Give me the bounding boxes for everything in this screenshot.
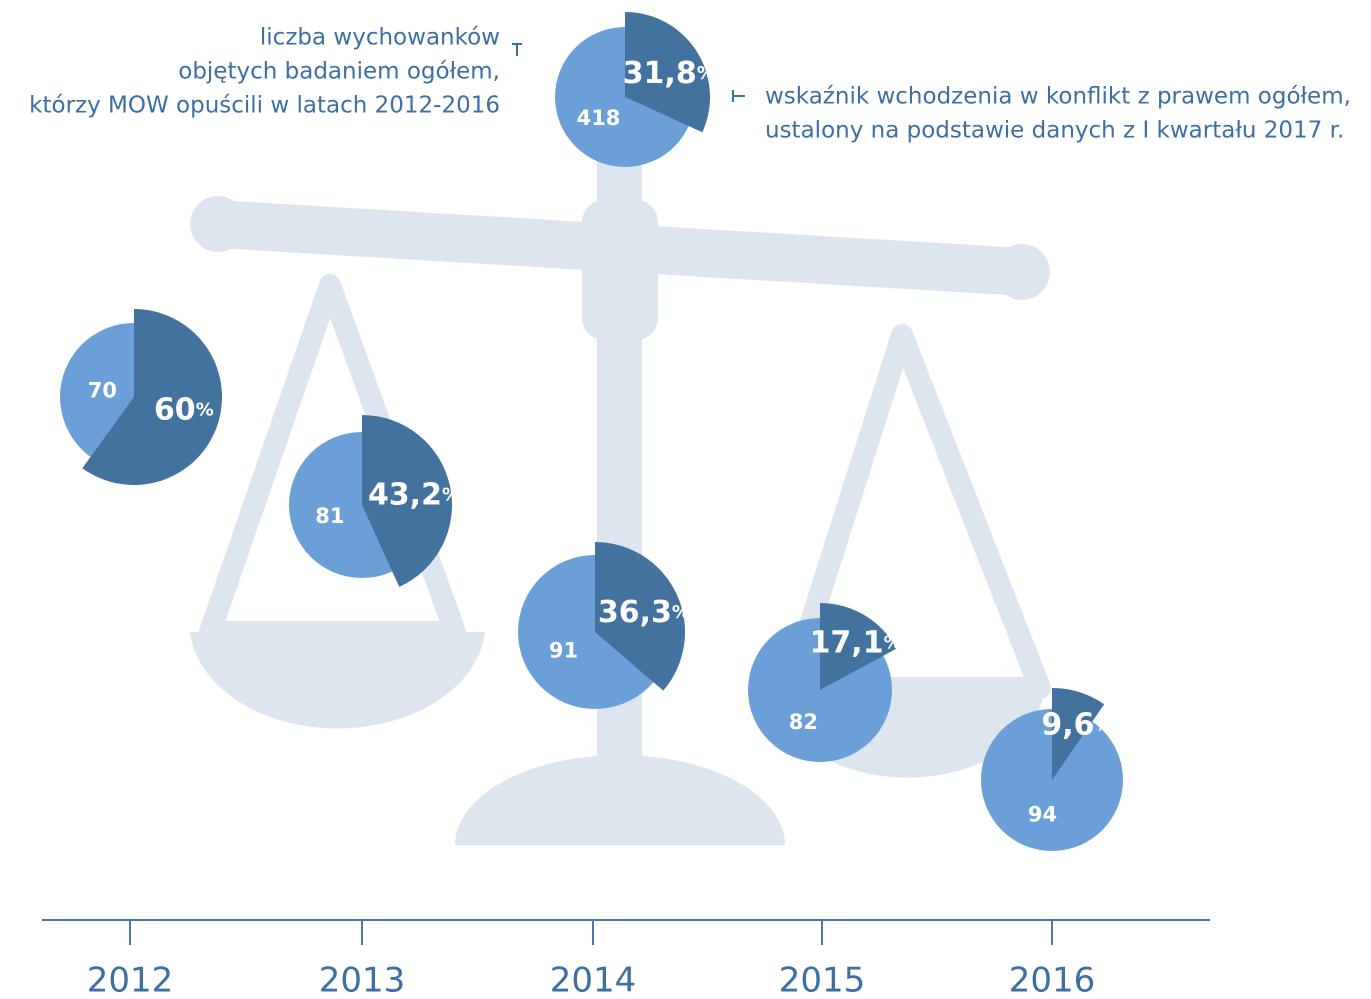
share-unit: %	[1094, 715, 1112, 736]
share-unit: %	[884, 633, 902, 654]
x-tick-label: 2016	[1009, 961, 1096, 999]
share-value: 31,8	[623, 56, 697, 91]
share-value: 9,6	[1041, 707, 1094, 742]
annotation: objętych badaniem ogółem,	[178, 59, 500, 85]
scale-icon	[190, 100, 1051, 845]
count-label: 91	[549, 638, 578, 662]
share-value: 60	[154, 392, 196, 427]
share-value: 17,1	[810, 625, 884, 660]
count-label: 82	[789, 710, 818, 734]
share-wedge	[362, 415, 453, 587]
x-tick-label: 2012	[87, 961, 174, 999]
count-label: 94	[1028, 803, 1057, 827]
annotation: liczba wychowanków	[260, 25, 500, 51]
share-wedge	[82, 309, 222, 485]
share-wedge	[625, 12, 710, 133]
share-wedge	[1052, 688, 1105, 780]
annotation: wskaźnik wchodzenia w konflikt z prawem …	[765, 84, 1351, 110]
share-unit: %	[697, 63, 715, 84]
beam-end	[190, 196, 246, 252]
share-label: 17,1%	[810, 625, 902, 660]
share-unit: %	[672, 602, 690, 623]
share-label: 31,8%	[623, 56, 715, 91]
left-pan	[190, 632, 485, 729]
share-unit: %	[196, 400, 214, 421]
share-label: 36,3%	[598, 595, 690, 630]
scale-base	[455, 755, 785, 845]
annotation: ustalony na podstawie danych z I kwartał…	[765, 118, 1344, 144]
share-value: 43,2	[368, 477, 442, 512]
beam-end	[994, 244, 1050, 300]
x-tick-label: 2013	[319, 961, 406, 999]
share-wedge	[595, 542, 685, 691]
annotations: liczba wychowanków objętych badaniem ogół…	[29, 25, 1351, 144]
share-wedge	[820, 603, 897, 690]
scale-knob	[582, 200, 658, 340]
count-label: 81	[315, 504, 344, 528]
annotation: którzy MOW opuścili w latach 2012-2016	[29, 93, 500, 119]
x-tick-label: 2014	[550, 961, 637, 999]
count-label: 418	[577, 106, 621, 130]
annotation-marker	[512, 43, 522, 56]
share-unit: %	[442, 484, 460, 505]
share-label: 43,2%	[368, 477, 460, 512]
share-value: 36,3	[598, 595, 672, 630]
share-label: 9,6%	[1041, 707, 1112, 742]
x-tick-label: 2015	[779, 961, 866, 999]
count-label: 70	[88, 379, 117, 403]
annotation-marker	[732, 90, 745, 102]
share-label: 60%	[154, 392, 214, 427]
